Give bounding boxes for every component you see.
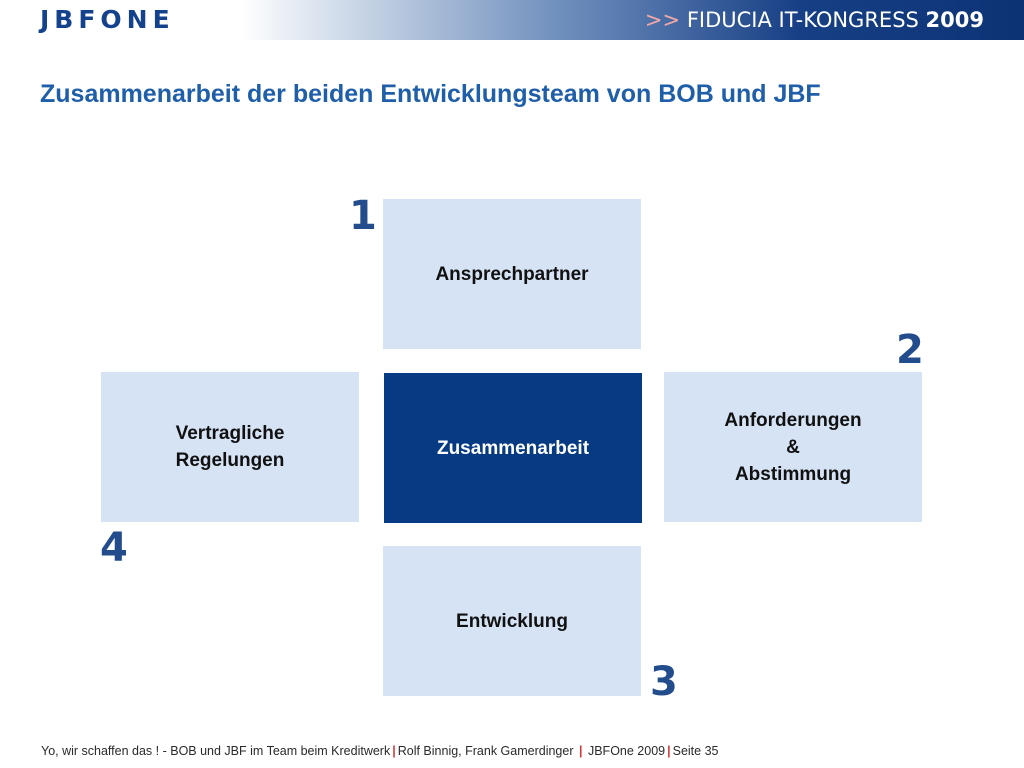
number-3: 3 — [650, 659, 678, 705]
box-center: Zusammenarbeit — [384, 373, 642, 523]
number-1: 1 — [349, 193, 377, 239]
footer: Yo, wir schaffen das ! - BOB und JBF im … — [41, 744, 718, 758]
footer-separator-3: | — [667, 744, 671, 758]
box-center-label: Zusammenarbeit — [436, 437, 590, 459]
footer-separator-2: | — [578, 744, 583, 758]
footer-text-1: Yo, wir schaffen das ! - BOB und JBF im … — [41, 744, 391, 758]
box-left: Vertragliche Regelungen — [101, 372, 359, 522]
jbfone-logo: JBFONE — [40, 5, 175, 34]
congress-arrows: >> — [644, 8, 681, 32]
slide-title: Zusammenarbeit der beiden Entwicklungste… — [40, 80, 821, 108]
footer-text-3: JBFOne 2009 — [587, 744, 666, 758]
footer-separator-1: | — [392, 744, 396, 758]
footer-text-2: Rolf Binnig, Frank Gamerdinger — [397, 744, 574, 758]
box-right: Anforderungen & Abstimmung — [664, 372, 922, 522]
congress-year: 2009 — [925, 8, 984, 32]
box-right-label: Anforderungen & Abstimmung — [724, 409, 862, 485]
box-top: Ansprechpartner — [383, 199, 641, 349]
box-bottom-label: Entwicklung — [456, 610, 568, 632]
number-2: 2 — [896, 327, 924, 373]
box-top-label: Ansprechpartner — [435, 263, 589, 285]
congress-banner: >> FIDUCIA IT-KONGRESS 2009 — [645, 7, 984, 33]
footer-text-4: Seite 35 — [672, 744, 719, 758]
box-bottom: Entwicklung — [383, 546, 641, 696]
header-bar: JBFONE >> FIDUCIA IT-KONGRESS 2009 — [0, 0, 1024, 40]
congress-name: FIDUCIA IT-KONGRESS — [686, 8, 919, 32]
number-4: 4 — [100, 525, 128, 571]
box-left-label: Vertragliche Regelungen — [175, 423, 285, 471]
